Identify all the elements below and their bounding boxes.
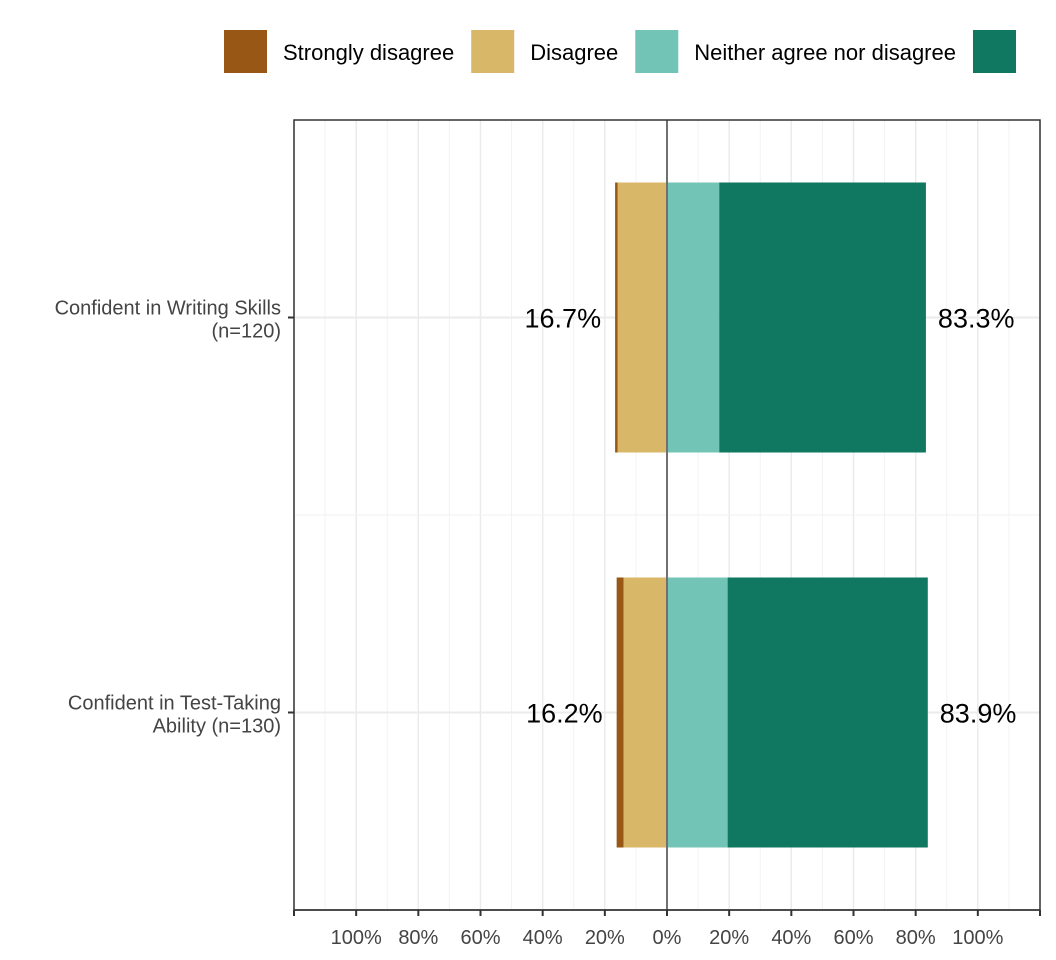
x-tick-label: 60% bbox=[460, 927, 500, 949]
category-label-line: (n=120) bbox=[212, 321, 282, 343]
x-tick-label: 100% bbox=[331, 927, 382, 949]
total-right-label: 83.9% bbox=[940, 699, 1017, 729]
legend-key bbox=[471, 30, 515, 73]
legend-key bbox=[635, 30, 679, 73]
x-tick-label: 20% bbox=[709, 927, 749, 949]
total-left-label: 16.2% bbox=[526, 699, 603, 729]
bars bbox=[615, 182, 928, 848]
category-label: Confident in Test-Taking Ability (n=130) bbox=[68, 693, 281, 738]
legend-label: Strongly disagree bbox=[283, 40, 454, 65]
bar-segment bbox=[727, 577, 928, 848]
legend-key bbox=[972, 30, 1016, 73]
y-axis: Confident in Writing Skills (n=120)Confid… bbox=[55, 298, 294, 738]
bar-segment bbox=[623, 577, 667, 848]
bar-segment bbox=[667, 577, 728, 848]
category-label: Confident in Writing Skills (n=120) bbox=[55, 298, 281, 343]
x-tick-label: 40% bbox=[771, 927, 811, 949]
x-tick-label: 40% bbox=[523, 927, 563, 949]
category-label-line: Confident in Writing Skills bbox=[55, 298, 281, 320]
legend-label: Disagree bbox=[530, 40, 618, 65]
bar-segment bbox=[616, 577, 624, 848]
x-tick-label: 0% bbox=[653, 927, 682, 949]
total-left-label: 16.7% bbox=[525, 304, 602, 334]
bar-segment bbox=[719, 182, 926, 453]
total-right-label: 83.3% bbox=[938, 304, 1015, 334]
bar-segment bbox=[667, 182, 720, 453]
category-label-line: Confident in Test-Taking bbox=[68, 693, 281, 715]
bar-segment bbox=[615, 182, 618, 453]
category-label-line: Ability (n=130) bbox=[153, 716, 281, 738]
legend: Strongly disagree Disagree Neither agree n… bbox=[224, 30, 1016, 73]
x-tick-label: 80% bbox=[896, 927, 936, 949]
legend-key bbox=[224, 30, 267, 73]
x-axis: 100% 80% 60% 40% 20% 0% 20% 40% 60% 80% 100% bbox=[293, 909, 1041, 949]
x-tick-label: 60% bbox=[833, 927, 873, 949]
bar-segment bbox=[617, 182, 667, 453]
x-tick-label: 20% bbox=[585, 927, 625, 949]
x-tick-label: 100% bbox=[952, 927, 1003, 949]
totals: 16.7% 83.3% 16.2% 83.9% bbox=[525, 304, 1017, 729]
x-tick-label: 80% bbox=[398, 927, 438, 949]
legend-label: Neither agree nor disagree bbox=[694, 40, 956, 65]
